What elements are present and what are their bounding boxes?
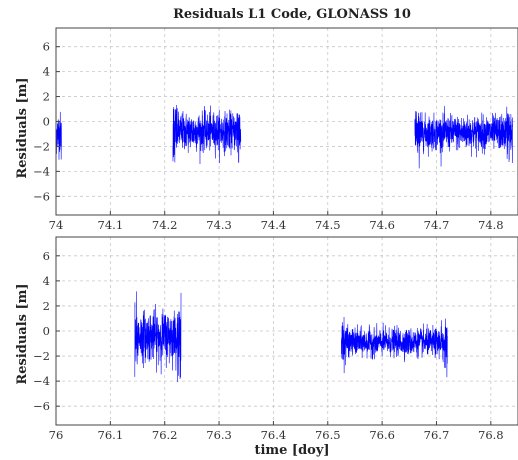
x-tick-label: 74.2 — [152, 218, 178, 232]
x-tick-label: 76 — [49, 428, 64, 442]
y-tick-label: 2 — [43, 90, 50, 104]
x-tick-label: 76.5 — [315, 428, 341, 442]
residual-series-segment — [56, 109, 62, 160]
y-tick-label: −6 — [33, 399, 50, 413]
y-tick-label: −4 — [33, 374, 50, 388]
x-tick-label: 76.1 — [98, 428, 124, 442]
y-tick-label: 4 — [43, 274, 50, 288]
y-tick-label: 6 — [43, 40, 50, 54]
residual-series-segment — [414, 106, 513, 169]
y-tick-label: −2 — [33, 349, 50, 363]
x-tick-label: 74.5 — [315, 218, 341, 232]
x-tick-label: 76.3 — [206, 428, 232, 442]
x-tick-label: 74.8 — [478, 218, 504, 232]
x-tick-label: 76.6 — [369, 428, 395, 442]
y-tick-label: 0 — [43, 324, 50, 338]
residuals-panel-bottom: Residuals [m] time [doy] 76 76.1 76.2 76.3 7… — [15, 236, 518, 458]
x-tick-label: 74 — [49, 218, 64, 232]
residual-series-segment — [172, 105, 242, 165]
y-tick-label: 6 — [43, 249, 50, 263]
y-tick-label: −6 — [33, 189, 50, 203]
y-axis-label-bottom: Residuals [m] — [15, 283, 30, 384]
x-axis-label: time [doy] — [254, 443, 329, 458]
residual-series-segment — [341, 316, 448, 378]
x-tick-label: 76.4 — [261, 428, 287, 442]
y-axis-label-top: Residuals [m] — [15, 77, 30, 178]
y-tick-label: −2 — [33, 139, 50, 153]
x-tick-label: 74.7 — [424, 218, 450, 232]
x-tick-label: 76.2 — [152, 428, 178, 442]
y-tick-label: 2 — [43, 299, 50, 313]
x-tick-label: 74.1 — [98, 218, 124, 232]
y-tick-label: 0 — [43, 115, 50, 129]
y-tick-label: −4 — [33, 164, 50, 178]
y-tick-label: 4 — [43, 65, 50, 79]
residuals-panel-top: Residuals [m] 74 74.1 74.2 74.3 74.4 74.5 74.6… — [15, 27, 518, 232]
x-tick-label: 76.7 — [424, 428, 450, 442]
x-tick-label: 74.3 — [206, 218, 232, 232]
chart-title: Residuals L1 Code, GLONASS 10 — [173, 7, 411, 22]
x-tick-label: 76.8 — [478, 428, 504, 442]
x-tick-label: 74.6 — [369, 218, 395, 232]
x-tick-label: 74.4 — [261, 218, 287, 232]
residual-series-segment — [134, 291, 182, 382]
